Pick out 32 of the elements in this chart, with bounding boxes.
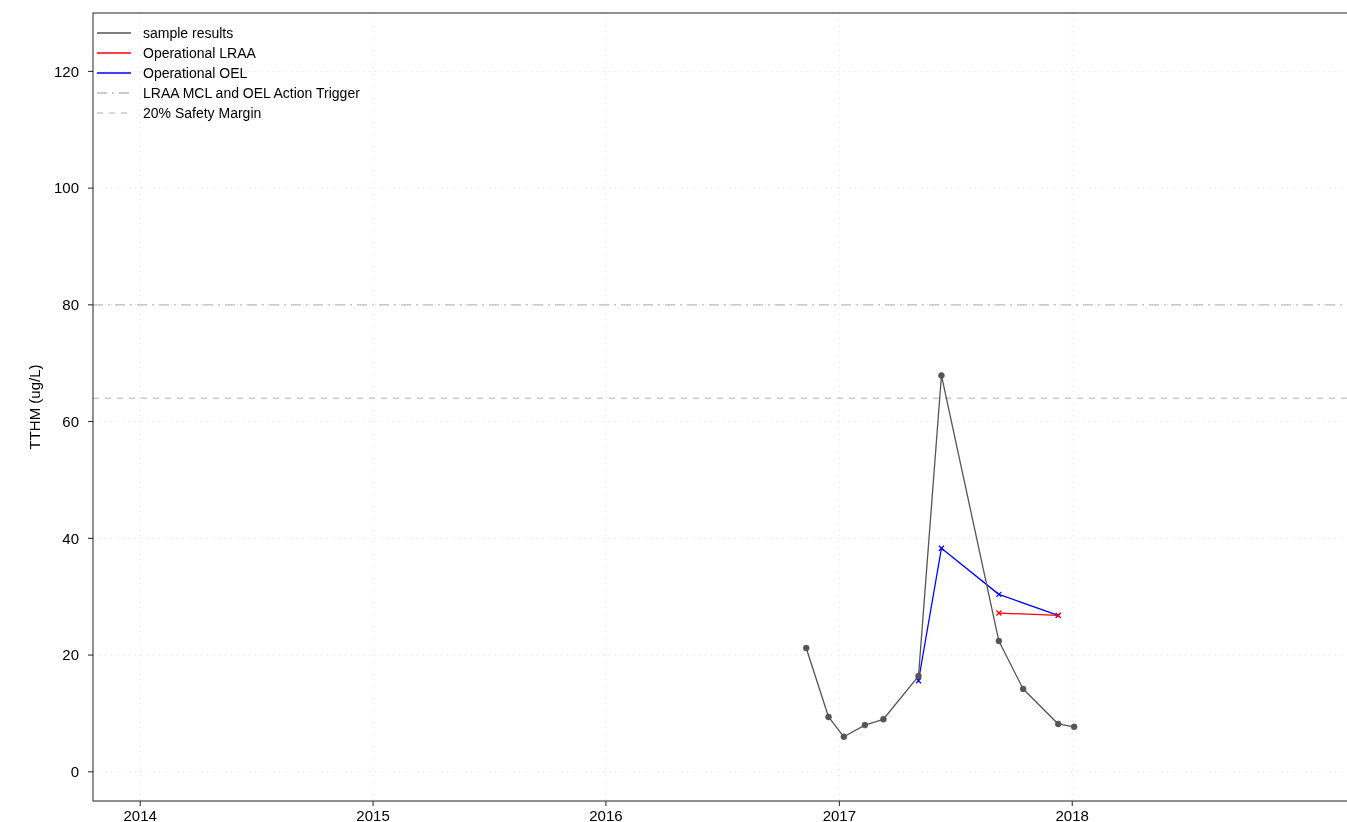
y-tick-label: 60 xyxy=(62,412,79,430)
point xyxy=(938,545,945,552)
point xyxy=(995,609,1002,617)
point xyxy=(915,672,922,680)
point xyxy=(840,733,848,741)
y-tick-label: 100 xyxy=(53,179,79,197)
y-tick-label: 20 xyxy=(62,646,79,664)
legend-label: LRAA MCL and OEL Action Trigger xyxy=(143,84,361,101)
y-axis-title: TTHM (ug/L) xyxy=(26,364,43,450)
x-tick-label: 2017 xyxy=(822,807,857,822)
point xyxy=(802,644,810,652)
legend-label: sample results xyxy=(143,24,234,41)
y-tick-label: 0 xyxy=(70,763,79,781)
x-tick-label: 2018 xyxy=(1055,807,1089,822)
point xyxy=(995,591,1002,598)
point xyxy=(938,372,945,379)
x-tick-label: 2016 xyxy=(589,807,623,822)
point xyxy=(825,713,832,721)
y-tick-label: 80 xyxy=(62,296,79,314)
legend-label: Operational OEL xyxy=(143,64,248,81)
point xyxy=(1070,723,1078,731)
point xyxy=(995,637,1003,645)
point xyxy=(1019,685,1027,693)
y-tick-label: 120 xyxy=(53,62,79,80)
point xyxy=(880,716,887,723)
legend-label: 20% Safety Margin xyxy=(143,104,262,121)
y-tick-label: 40 xyxy=(62,529,79,547)
x-tick-label: 2014 xyxy=(123,807,157,822)
point xyxy=(1054,720,1062,728)
x-tick-label: 2015 xyxy=(356,807,390,822)
legend-label: Operational LRAA xyxy=(143,44,257,61)
point xyxy=(861,721,869,729)
